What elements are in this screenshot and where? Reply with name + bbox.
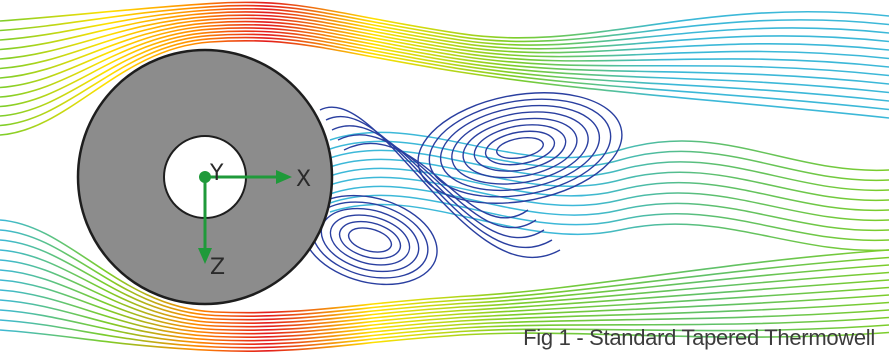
- streamline-bottom: [0, 329, 889, 353]
- streamline-top: [0, 27, 889, 98]
- streamline-top: [0, 23, 889, 89]
- x-axis-arrowhead: [276, 170, 292, 184]
- streamlines-bottom: [0, 219, 889, 353]
- coordinate-axes: X Y Z: [198, 161, 311, 280]
- streamline-top: [0, 30, 889, 108]
- streamlines-wake: [329, 131, 889, 252]
- vortex-loop: [451, 111, 589, 185]
- streamline-top: [0, 39, 889, 136]
- streamline-top: [0, 1, 889, 39]
- streamline-bottom: [0, 299, 889, 342]
- streamline-bottom: [0, 229, 889, 318]
- streamline-wake: [329, 185, 889, 232]
- vortex-loop: [320, 207, 420, 273]
- streamline-bottom: [0, 269, 889, 332]
- z-axis-label: Z: [210, 255, 225, 280]
- vortex-loop: [329, 214, 411, 266]
- streamline-wake: [329, 176, 889, 222]
- streamline-wake: [329, 131, 889, 172]
- streamline-bottom: [0, 249, 889, 325]
- streamline-bottom: [0, 279, 889, 335]
- x-axis-label: X: [296, 167, 311, 192]
- streamline-top: [0, 4, 889, 43]
- vortex-loop: [338, 220, 402, 260]
- streamline-top: [0, 33, 889, 117]
- streamline-top: [0, 36, 889, 127]
- figure-caption: Fig 1 - Standard Tapered Thermowell: [523, 325, 875, 350]
- streamline-top: [0, 14, 889, 60]
- vortex-loop: [496, 136, 544, 160]
- streamline-bottom: [0, 319, 889, 349]
- streamline-bottom: [0, 289, 889, 339]
- streamline-bottom: [0, 239, 889, 321]
- streamline-wake: [329, 203, 889, 252]
- streamline-top: [0, 17, 889, 70]
- z-axis-arrowhead: [198, 248, 212, 264]
- streamline-bottom: [0, 309, 889, 346]
- vortex-loop: [462, 117, 578, 179]
- vortex-loop: [331, 125, 545, 239]
- streamline-top: [0, 7, 889, 46]
- vortex-loop: [325, 116, 553, 249]
- vortex-loop: [319, 106, 561, 259]
- vortex-loop: [311, 201, 429, 279]
- streamline-wake: [329, 194, 889, 242]
- streamline-top: [0, 11, 889, 51]
- vortex-loop: [473, 124, 567, 172]
- y-axis-label: Y: [209, 161, 224, 186]
- vortex-loop: [343, 142, 529, 219]
- vortex-loop: [337, 133, 537, 229]
- streamline-wake: [329, 140, 889, 182]
- vortex-loop: [347, 227, 393, 253]
- streamline-wake: [329, 149, 889, 192]
- vortex-loop: [484, 130, 556, 166]
- vortex-loop: [417, 92, 623, 204]
- vortex-loop: [428, 98, 612, 198]
- streamline-bottom: [0, 219, 889, 314]
- streamline-top: [0, 20, 889, 79]
- y-axis-origin: [199, 171, 211, 183]
- vortex-loop: [439, 104, 601, 192]
- streamlines-top: [0, 1, 889, 136]
- streamline-bottom: [0, 259, 889, 328]
